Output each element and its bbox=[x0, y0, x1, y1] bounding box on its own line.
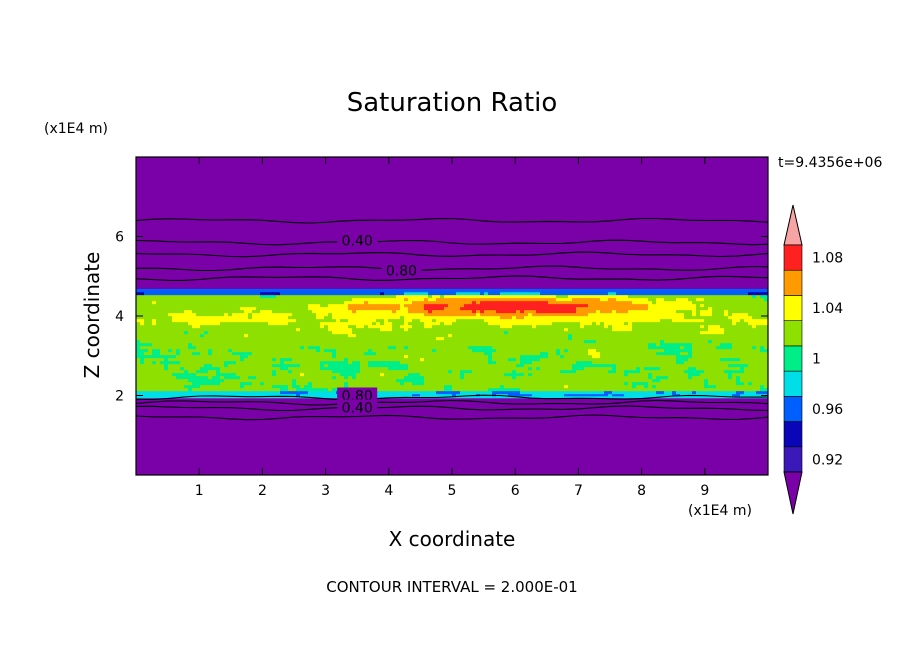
contour-label: 0.80 bbox=[386, 263, 417, 279]
colorbar-segment bbox=[783, 421, 803, 448]
x-axis-label: X coordinate bbox=[388, 527, 516, 551]
contour-line bbox=[136, 251, 768, 258]
saturation-field bbox=[136, 292, 768, 398]
x-tick-label: 6 bbox=[511, 483, 520, 499]
contour-label: 0.40 bbox=[342, 233, 373, 249]
contour-label: 0.40 bbox=[342, 400, 373, 416]
colorbar-segment bbox=[783, 345, 803, 372]
x-tick-label: 4 bbox=[384, 483, 393, 499]
x-tick-label: 1 bbox=[195, 483, 204, 499]
colorbar-segment bbox=[783, 244, 803, 271]
colorbar-over-triangle bbox=[783, 204, 803, 246]
contour-label-bg bbox=[337, 232, 378, 247]
colorbar-label: 1.08 bbox=[812, 251, 843, 267]
colorbar-segment bbox=[783, 396, 803, 422]
contour-line bbox=[136, 414, 768, 421]
colorbar-segment bbox=[783, 320, 803, 347]
x-tick-label: 8 bbox=[637, 483, 646, 499]
contour-line bbox=[136, 399, 768, 406]
y-axis-label: Z coordinate bbox=[80, 251, 104, 379]
contour-line bbox=[136, 405, 768, 412]
colorbar-segment bbox=[783, 295, 803, 321]
x-tick-label: 9 bbox=[700, 483, 709, 499]
contour-line bbox=[136, 217, 768, 224]
contour-line bbox=[136, 239, 768, 246]
contour-label-bg bbox=[337, 399, 378, 414]
upper-transition-band bbox=[136, 288, 768, 293]
x-tick-label: 2 bbox=[258, 483, 267, 499]
x-axis-units: (x1E4 m) bbox=[688, 503, 752, 519]
x-tick-label: 7 bbox=[574, 483, 583, 499]
y-tick-label: 6 bbox=[115, 230, 124, 246]
contour-label-bg bbox=[337, 387, 378, 402]
x-tick-label: 3 bbox=[321, 483, 330, 499]
contour-label-bg bbox=[381, 262, 422, 277]
y-axis-units: (x1E4 m) bbox=[44, 121, 108, 137]
axis-ticks: 1 2 3 4 5 6 7 8 9 2 4 6 bbox=[115, 157, 768, 499]
colorbar-segment bbox=[783, 446, 803, 473]
x-tick-label: 5 bbox=[448, 483, 457, 499]
plot-area: 0.400.800.800.40 bbox=[136, 157, 768, 475]
contour-interval-note: CONTOUR INTERVAL = 2.000E-01 bbox=[326, 578, 578, 596]
y-tick-label: 2 bbox=[115, 389, 124, 405]
colorbar-label: 0.96 bbox=[812, 402, 843, 418]
colorbar-label: 0.92 bbox=[812, 452, 843, 468]
y-tick-label: 4 bbox=[115, 309, 124, 325]
contour-line bbox=[136, 275, 768, 281]
contour-line bbox=[136, 265, 768, 272]
chart-title: Saturation Ratio bbox=[346, 88, 558, 118]
colorbar-label: 1 bbox=[812, 352, 821, 368]
colorbar-segment bbox=[783, 269, 803, 296]
colorbar-segment bbox=[783, 370, 803, 397]
colorbar-label: 1.04 bbox=[812, 301, 843, 317]
colorbar-under-triangle bbox=[783, 471, 803, 515]
contour-line bbox=[136, 394, 768, 401]
colorbar: 0.92 0.96 1 1.04 1.08 bbox=[783, 204, 843, 515]
time-label: t=9.4356e+06 bbox=[778, 155, 883, 171]
